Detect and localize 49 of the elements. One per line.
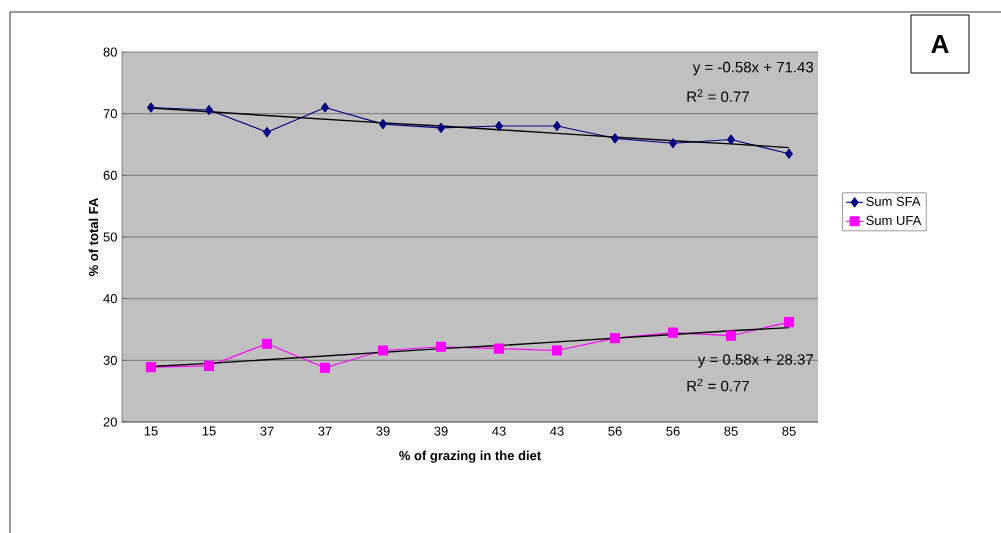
point: [435, 341, 447, 352]
y-tick-label: 60: [103, 170, 117, 180]
annotation: y = 0.58x + 28.37: [697, 354, 813, 368]
x-axis-title: % of grazing in the diet: [399, 450, 541, 463]
x-tick-label: 15: [202, 426, 216, 436]
point: [437, 122, 445, 133]
point: [203, 360, 215, 371]
y-tick-label: 70: [103, 109, 117, 119]
point: [263, 127, 271, 138]
y-axis-title: % of total FA: [88, 197, 99, 277]
point: [551, 345, 563, 356]
x-tick-label: 56: [608, 426, 622, 436]
point: [493, 343, 505, 354]
annotation: R$^{2}$ = 0.77: [687, 378, 749, 392]
point: [725, 330, 737, 341]
point: [147, 102, 155, 113]
x-tick-label: 56: [666, 426, 680, 436]
annotation: R$^{2}$ = 0.77: [687, 89, 749, 102]
legend-label: Sum SFA: [866, 196, 921, 206]
x-tick-label: 39: [376, 426, 390, 436]
y-tick-label: 20: [103, 417, 117, 427]
point: [379, 119, 387, 130]
x-tick-label: 37: [318, 426, 332, 436]
point: [669, 138, 677, 149]
point: [377, 345, 389, 356]
point: [321, 102, 329, 113]
point: [611, 133, 619, 144]
x-tick-label: 37: [260, 426, 274, 436]
annotation: y = -0.58x + 71.43: [692, 61, 814, 76]
y-tick-label: 40: [103, 294, 117, 304]
x-tick-label: 85: [782, 426, 796, 436]
point: [609, 333, 621, 344]
y-tick-label: 50: [103, 232, 117, 242]
x-tick-label: 85: [724, 426, 738, 436]
point: [785, 148, 793, 159]
point: [727, 134, 735, 145]
x-tick-label: 15: [144, 426, 158, 436]
point: [667, 327, 679, 338]
point: [261, 338, 273, 349]
y-tick-label: 30: [103, 355, 117, 365]
text: A: [931, 35, 949, 53]
legend-label: Sum UFA: [866, 215, 922, 225]
x-tick-label: 43: [550, 426, 564, 436]
y-tick-label: 80: [103, 47, 117, 57]
point: [783, 317, 795, 328]
point: [319, 362, 331, 373]
x-tick-label: 39: [434, 426, 448, 436]
x-tick-label: 43: [492, 426, 506, 436]
point: [145, 362, 157, 373]
